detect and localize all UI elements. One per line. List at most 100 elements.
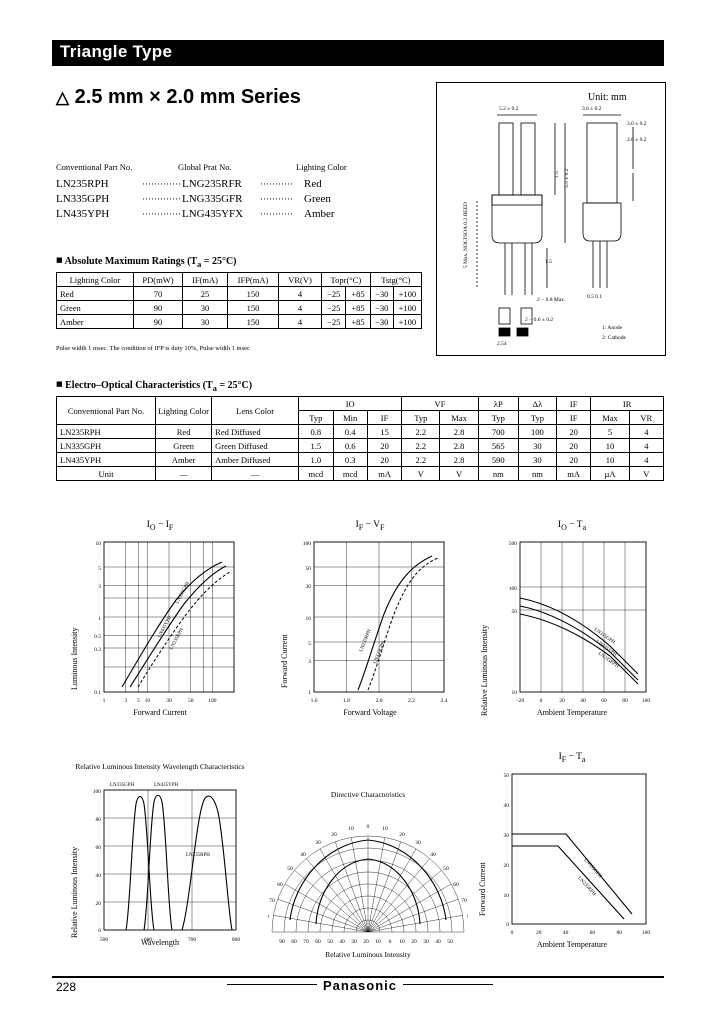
- section-title-text: Absolute Maximum Ratings (T: [64, 256, 198, 267]
- th-lighting-color: Lighting Color: [56, 272, 134, 287]
- th-io: IO: [298, 396, 403, 411]
- chart-spectrum-title: Relative Luminous Intensity Wavelength C…: [75, 762, 245, 771]
- svg-text:30: 30: [315, 840, 321, 846]
- brand-rule-left: [226, 984, 317, 985]
- cell-ir-max: 5: [590, 424, 630, 439]
- table-row: LN435YPH Amber Amber Diffused 1.0 0.3 20…: [55, 452, 665, 467]
- th-ir-vr: VR: [628, 410, 665, 425]
- part-global: LNG235RFR: [182, 178, 242, 190]
- svg-text:0: 0: [506, 922, 509, 928]
- chart-if-vf-xlabel: Forward Voltage: [343, 708, 397, 717]
- absolute-max-note: Pulse width 1 msec. The condition of IFP…: [56, 345, 250, 352]
- chart-spectrum-ylabel: Relative Luminous Intensity: [70, 846, 79, 938]
- svg-text:20: 20: [96, 901, 102, 907]
- cell-unit-color: —: [155, 466, 213, 481]
- cell-if: 30: [182, 314, 228, 329]
- cell-ifp: 150: [227, 300, 279, 315]
- svg-text:20: 20: [504, 863, 510, 869]
- th-ir-max: Max: [590, 410, 630, 425]
- th-lp: λP: [477, 396, 519, 411]
- svg-text:5: 5: [98, 566, 101, 572]
- svg-text:100: 100: [642, 698, 651, 704]
- svg-text:1: 1: [98, 616, 101, 622]
- svg-text:LN435YPH: LN435YPH: [154, 783, 179, 788]
- svg-text:1.8: 1.8: [343, 698, 350, 704]
- brand-text: Panasonic: [322, 978, 398, 993]
- cell-io-min: 0.6: [332, 438, 368, 453]
- svg-text:50: 50: [287, 866, 293, 872]
- th-vf-typ: Typ: [401, 410, 441, 425]
- svg-text:0: 0: [98, 928, 101, 934]
- electro-optical-section-title: ■ Electro–Optical Characteristics (Ta = …: [56, 380, 252, 393]
- cell-tstg-max: +100: [392, 314, 423, 329]
- cell-vr: 4: [628, 424, 665, 439]
- th-if: IF(mA): [182, 272, 228, 287]
- part-conventional: LN235RPH: [56, 178, 109, 190]
- th-part-no: Conventional Part No.: [55, 396, 157, 425]
- electro-optical-table: Conventional Part No. Lighting Color Len…: [55, 396, 665, 481]
- footer-rule: [52, 976, 664, 978]
- svg-text:30: 30: [306, 584, 312, 590]
- cell-color: Amber: [56, 314, 134, 329]
- th-lens-color: Lens Color: [211, 396, 300, 425]
- chart-io-if-title: IO − IF: [146, 520, 174, 532]
- cell-lens: Red Diffused: [211, 424, 300, 439]
- chart-io-ta: IO − Ta 500 100 50 10 −20 0 20: [472, 520, 672, 740]
- cell-unit-lp: nm: [477, 466, 519, 481]
- svg-text:3.0 ± 0.2: 3.0 ± 0.2: [627, 121, 647, 127]
- svg-text:5: 5: [308, 641, 311, 647]
- part-global: LNG435YFX: [182, 208, 244, 220]
- cell-io-typ: 0.8: [298, 424, 334, 439]
- series-title: △ 2.5 mm × 2.0 mm Series: [56, 86, 301, 109]
- cell-io-min: 0.4: [332, 424, 368, 439]
- svg-text:LN335GPH: LN335GPH: [175, 581, 191, 605]
- cell-if: 20: [556, 452, 592, 467]
- svg-text:100: 100: [642, 930, 651, 936]
- cell-if: 20: [556, 438, 592, 453]
- absolute-max-section-title: ■ Absolute Maximum Ratings (Ta = 25°C): [56, 256, 237, 269]
- cell-vf-typ: 2.2: [401, 438, 441, 453]
- svg-text:80: 80: [291, 939, 297, 945]
- cell-part: LN235RPH: [55, 424, 157, 439]
- svg-text:50: 50: [306, 566, 312, 572]
- svg-text:40: 40: [430, 852, 436, 858]
- part-list-headers: Conventional Part No. Global Prat No. Li…: [56, 162, 386, 172]
- svg-text:100: 100: [303, 541, 312, 547]
- th-dl-typ: Typ: [517, 410, 558, 425]
- cell-topr-max: +85: [345, 286, 371, 301]
- svg-text:80: 80: [96, 817, 102, 823]
- th-topr: Topr(°C): [321, 272, 371, 287]
- cell-color: Green: [155, 438, 213, 453]
- brand-logo: Panasonic: [0, 978, 720, 993]
- svg-text:2.0: 2.0: [376, 698, 383, 704]
- cell-tstg-max: +100: [392, 286, 423, 301]
- svg-text:20: 20: [559, 698, 565, 704]
- cell-io-if: 20: [366, 438, 403, 453]
- package-drawing-box: 5.2 ± 0.2 3.6 ± 0.2 3.0 ± 0.2 2.0 ± 0.2 …: [436, 82, 666, 356]
- svg-text:40: 40: [504, 803, 510, 809]
- svg-text:60: 60: [453, 882, 459, 888]
- part-number-list: Conventional Part No. Global Prat No. Li…: [56, 162, 386, 222]
- svg-text:80: 80: [268, 914, 269, 920]
- th-io-if: IF: [366, 410, 403, 425]
- part-color: Amber: [304, 208, 335, 220]
- cell-tstg-min: −30: [369, 314, 394, 329]
- svg-text:−20: −20: [516, 698, 525, 704]
- table-subheader-row: Typ Min IF Typ Max Typ Typ IF Max VR: [57, 410, 665, 425]
- svg-text:1.5: 1.5: [545, 259, 552, 265]
- svg-text:2 − 0.8 Max.: 2 − 0.8 Max.: [537, 297, 566, 303]
- svg-text:800: 800: [232, 937, 241, 943]
- svg-text:10: 10: [375, 939, 381, 945]
- chart-if-ta-title: IF − Ta: [558, 752, 586, 764]
- cell-dl: 100: [517, 424, 558, 439]
- cell-unit-lens: —: [211, 466, 300, 481]
- svg-text:2 − 0.6 ± 0.2: 2 − 0.6 ± 0.2: [525, 317, 553, 323]
- svg-text:10: 10: [504, 893, 510, 899]
- svg-text:20: 20: [363, 939, 369, 945]
- cell-unit-vf-typ: V: [401, 466, 441, 481]
- svg-text:80: 80: [616, 930, 622, 936]
- svg-text:40: 40: [580, 698, 586, 704]
- chart-if-ta-ylabel: Forward Current: [478, 862, 487, 916]
- cell-ifp: 150: [227, 286, 279, 301]
- cell-topr-min: −25: [320, 300, 347, 315]
